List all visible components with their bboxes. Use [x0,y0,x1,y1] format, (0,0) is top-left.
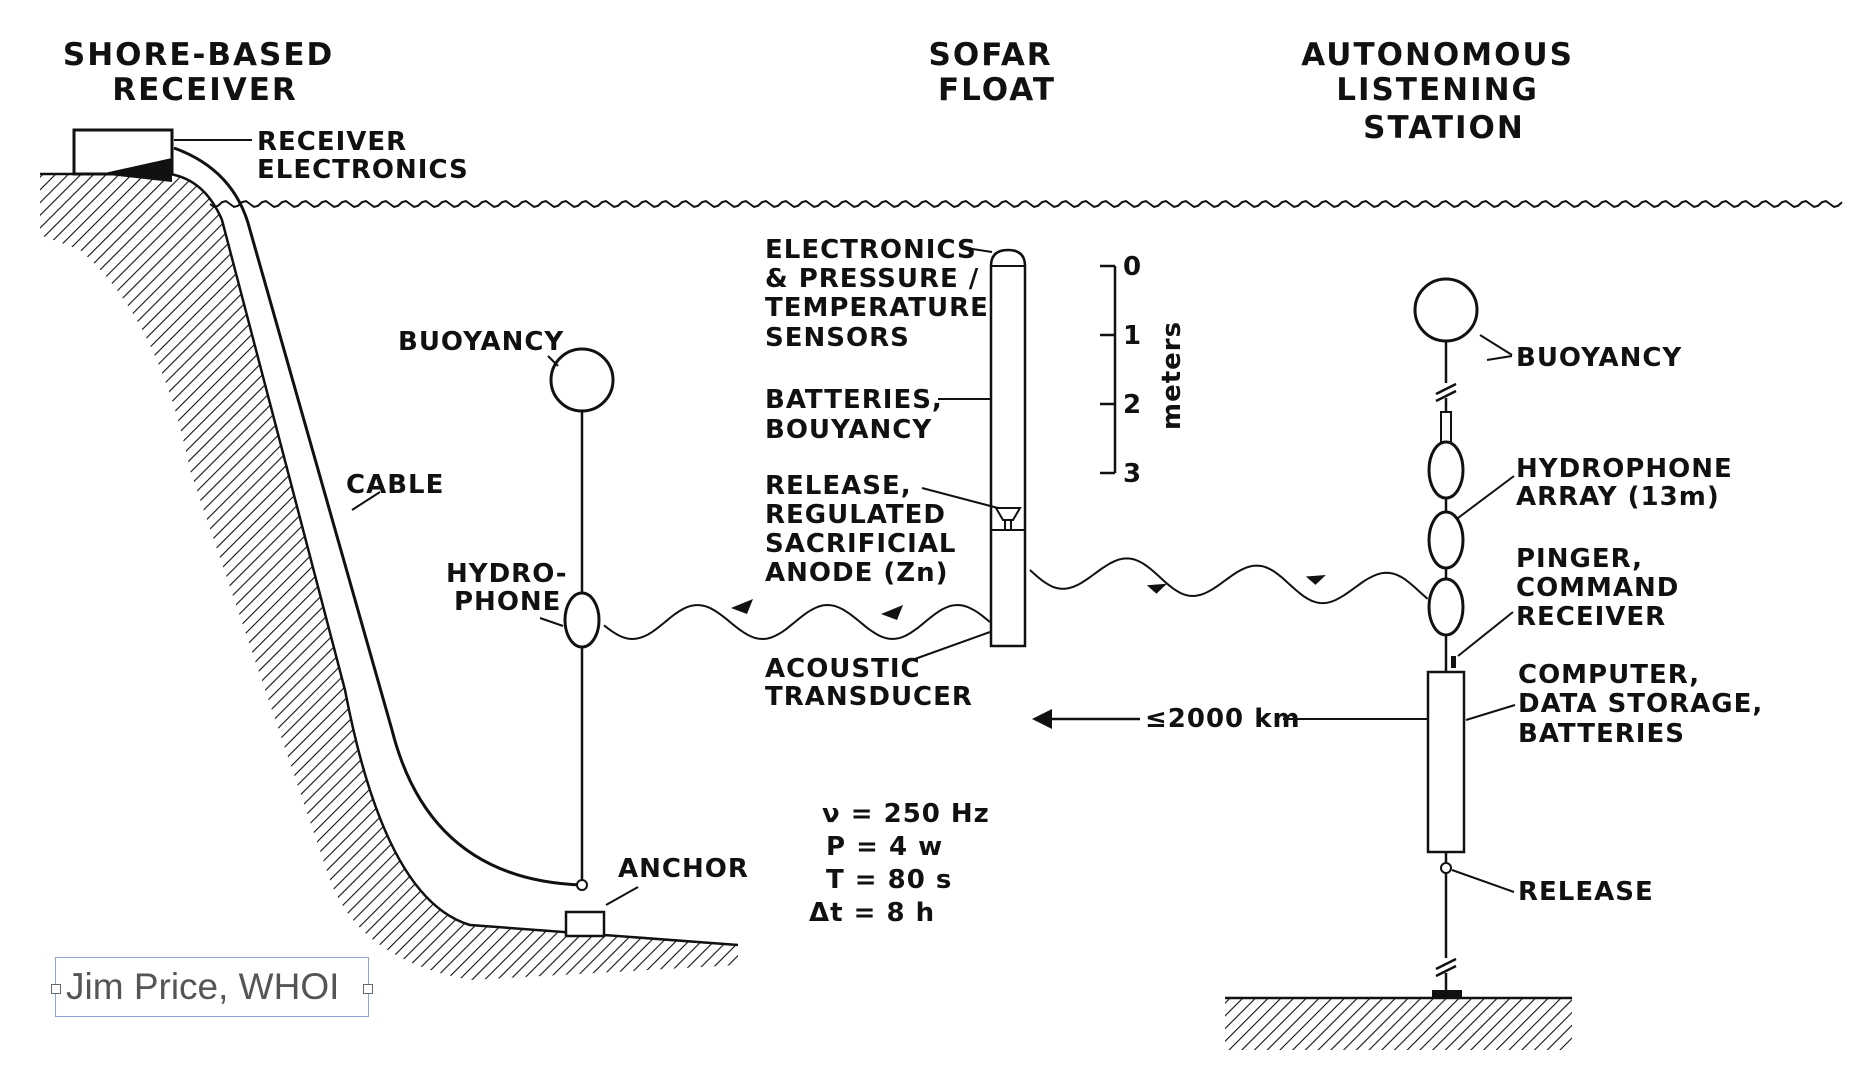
anchor-block [564,910,606,938]
shore-slope [40,174,738,980]
label-cable: CABLE [346,470,444,500]
label-hydrophone-array: HYDROPHONE ARRAY (13m) [1516,454,1743,512]
release-right [1440,862,1452,874]
resize-handle-right[interactable] [363,984,373,994]
shore-surface-line [40,172,739,947]
scale-tick-0: 0 [1123,252,1142,282]
label-range: ≤2000 km [1145,704,1301,734]
credit-text-box[interactable]: Jim Price, WHOI [51,957,373,1017]
float-release-mechanism [994,507,1022,530]
pinger-leader [1457,611,1514,657]
anchor-right [1432,990,1462,998]
release-leader [921,487,999,509]
label-receiver-electronics: RECEIVER ELECTRONICS [257,127,469,185]
buoyancy-float-right [1413,277,1479,343]
scale-tick-3: 3 [1123,459,1142,489]
scale-tick-1: 1 [1123,321,1142,351]
buoyancy-float-left [549,347,615,413]
buoyancy-leader-right [1486,355,1513,361]
wave-arrowhead [1146,583,1167,594]
wave-arrowhead [1305,574,1326,585]
cable-leader [351,491,381,511]
computer-leader [1465,704,1516,721]
scale-unit: meters [1157,321,1187,430]
label-pinger: PINGER, COMMAND RECEIVER [1516,544,1689,632]
electronics-leader [965,247,993,253]
buoyancy-leader-right [1479,334,1513,356]
transducer-leader [911,631,991,661]
release-leader-right [1451,869,1515,893]
label-buoyancy-left: BUOYANCY [398,327,564,357]
label-float-release: RELEASE, REGULATED SACRIFICIAL ANODE (Zn… [765,471,967,588]
release-left [576,879,588,891]
title-listening-station: AUTONOMOUS LISTENING STATION [1301,37,1587,146]
scale-tick-2: 2 [1123,390,1142,420]
label-acoustic-transducer: ACOUSTIC TRANSDUCER [765,654,973,712]
hydrophone-left [563,591,601,649]
buoyancy-leader-left [547,355,559,367]
hydrophone-array-element [1427,510,1465,570]
acoustic-wave-left [603,603,991,641]
array-top-connector [1440,411,1452,443]
wave-arrowhead [731,599,753,614]
hydrophone-array-element [1427,440,1465,500]
label-float-electronics: ELECTRONICS & PRESSURE / TEMPERATURE SEN… [765,235,999,353]
seafloor-right [1225,998,1572,1050]
pinger [1451,656,1456,668]
hydrophone-leader [539,617,564,627]
computer-housing [1426,670,1466,854]
wave-arrowhead [881,605,903,620]
array-leader [1457,475,1515,519]
acoustic-wave-right [1029,557,1429,605]
sea-surface [209,200,1843,208]
parameters: ν = 250 Hz P = 4 w T = 80 s Δt = 8 h [809,799,1000,928]
label-computer: COMPUTER, DATA STORAGE, BATTERIES [1518,660,1773,749]
credit-text: Jim Price, WHOI [66,966,340,1007]
label-anchor: ANCHOR [618,854,749,884]
line-break-mark [1435,964,1457,978]
cable [173,146,583,887]
title-sofar-float: SOFAR FLOAT [929,37,1066,108]
label-release-right: RELEASE [1518,877,1654,907]
hydrophone-array-element [1427,577,1465,637]
label-hydrophone: HYDRO- PHONE [446,559,578,617]
line-break-mark [1435,389,1457,403]
title-shore: SHORE-BASED RECEIVER [63,37,347,108]
line-break-mark [1435,957,1457,971]
receiver-base [100,158,172,182]
resize-handle-left[interactable] [51,984,61,994]
label-buoyancy-right: BUOYANCY [1516,343,1682,373]
line-break-mark [1435,382,1457,396]
anchor-leader [605,886,639,906]
label-float-batteries: BATTERIES, BOUYANCY [765,385,953,445]
scale-bar [1100,264,1117,475]
